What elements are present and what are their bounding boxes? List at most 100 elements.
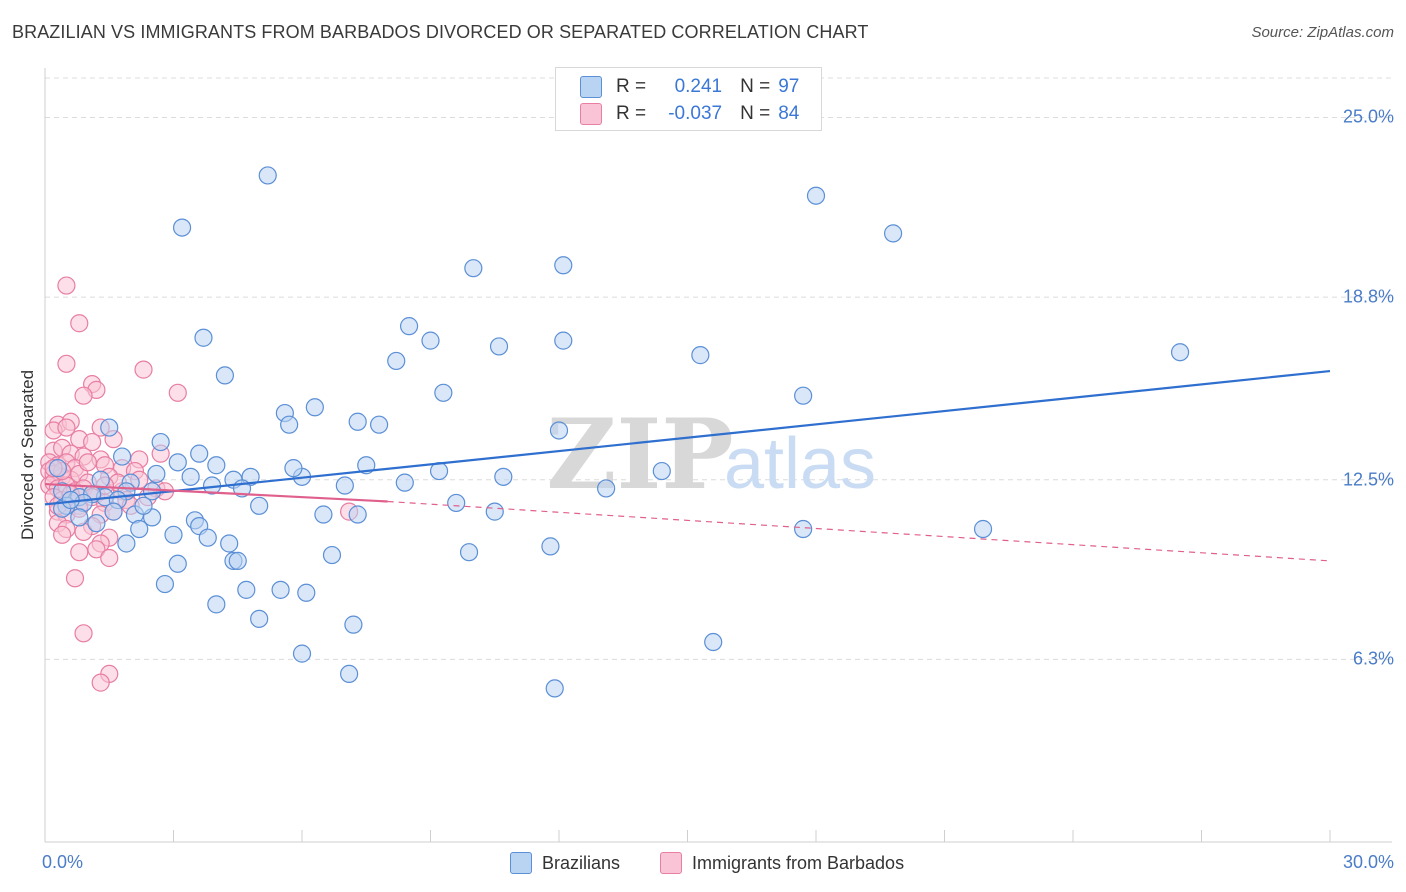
brazilian-point (215, 366, 234, 385)
legend-row-brazilians: R = 0.241 N = 97 (580, 75, 799, 99)
brazilian-point (100, 418, 119, 437)
brazilian-point (228, 551, 247, 570)
brazilian-point (447, 493, 466, 513)
barbados-point (74, 624, 93, 643)
brazilian-point (973, 519, 993, 539)
bottom-legend-swatch-blue (510, 852, 532, 874)
brazilian-point (704, 632, 723, 652)
brazilian-point (117, 534, 136, 553)
brazilian-point (421, 331, 440, 350)
brazilian-point (794, 519, 813, 539)
brazilian-point (194, 328, 213, 347)
bottom-legend-label: Immigrants from Barbados (692, 852, 905, 873)
y-tick-label: 12.5% (1342, 469, 1394, 490)
brazilian-point (691, 346, 710, 365)
watermark-zip: ZIP (546, 398, 733, 511)
legend-r-label: R = (616, 103, 647, 124)
barbados-point (70, 314, 89, 333)
brazilian-point (541, 537, 560, 556)
legend: R = 0.241 N = 97 R = -0.037 N = 84 (555, 67, 822, 131)
brazilian-point (322, 545, 342, 565)
brazilian-point (554, 331, 573, 350)
barbados-point (70, 543, 89, 562)
legend-n-label: N = (740, 76, 771, 97)
brazilian-point (87, 514, 106, 533)
brazilian-point (485, 502, 504, 521)
trendline-barbados (44, 482, 388, 503)
brazilian-point (387, 351, 406, 371)
brazilian-point (305, 398, 324, 417)
brazilian-point (164, 525, 183, 544)
brazilian-point (335, 476, 354, 495)
brazilian-point (168, 554, 187, 573)
brazilian-point (549, 421, 569, 440)
brazilian-point (237, 580, 256, 599)
brazilian-point (155, 574, 175, 594)
brazilian-point (220, 534, 239, 553)
brazilian-point (207, 595, 226, 614)
brazilian-point (104, 502, 123, 521)
legend-n-value: 84 (778, 103, 800, 124)
brazilian-point (340, 664, 359, 684)
brazilian-point (48, 459, 67, 478)
brazilian-point (190, 444, 209, 463)
barbados-point (57, 276, 76, 295)
brazilian-point (545, 679, 564, 698)
brazilian-point (258, 166, 277, 185)
brazilian-point (554, 256, 573, 275)
brazilian-point (794, 386, 813, 405)
legend-swatch-pink (580, 103, 602, 125)
legend-r-value: -0.037 (668, 103, 723, 124)
x-tick-label-min: 0.0% (42, 852, 84, 872)
brazilian-point (198, 528, 217, 547)
x-tick-label-max: 30.0% (1342, 852, 1394, 872)
barbados-point (91, 673, 110, 692)
brazilian-point (250, 496, 269, 515)
brazilian-point (597, 479, 616, 498)
brazilian-point (348, 505, 367, 524)
brazilian-point (147, 464, 166, 484)
brazilian-point (130, 519, 149, 539)
trendlines (44, 369, 1331, 562)
y-tick-label: 25.0% (1342, 106, 1394, 127)
barbados-point (83, 432, 102, 452)
brazilian-point (370, 415, 389, 434)
bottom-legend-barbados: Immigrants from Barbados (660, 852, 904, 874)
barbados-point (57, 354, 76, 373)
brazilian-point (172, 218, 192, 237)
barbados-point (74, 386, 93, 405)
brazilian-point (284, 459, 303, 478)
brazilian-point (297, 583, 316, 602)
brazilian-point (181, 467, 200, 486)
legend-r-label: R = (616, 76, 647, 97)
chart-title: BRAZILIAN VS IMMIGRANTS FROM BARBADOS DI… (12, 22, 869, 42)
brazilian-point (464, 259, 483, 278)
trendline-brazilians (44, 369, 1331, 506)
legend-r-value: 0.241 (674, 76, 723, 97)
trendline-barbados (387, 500, 1331, 562)
brazilian-point (70, 508, 89, 527)
brazilian-point (91, 470, 110, 489)
barbados-point (57, 418, 76, 437)
data-points (40, 166, 1190, 698)
brazilian-point (652, 461, 671, 481)
brazilian-point (1170, 343, 1190, 362)
watermark-atlas: atlas (724, 424, 876, 504)
barbados-point (87, 540, 106, 559)
brazilian-point (348, 412, 367, 431)
brazilian-point (207, 456, 226, 475)
barbados-point (78, 453, 97, 472)
brazilian-point (134, 496, 153, 515)
barbados-point (168, 383, 187, 402)
brazilian-point (806, 186, 826, 205)
brazilian-point (489, 337, 509, 356)
y-tick-label: 6.3% (1352, 648, 1394, 669)
legend-n-value: 97 (778, 76, 800, 97)
legend-row-barbados: R = -0.037 N = 84 (580, 102, 799, 126)
barbados-point (53, 525, 72, 544)
brazilian-point (112, 447, 132, 466)
barbados-point (134, 360, 153, 379)
brazilian-point (250, 609, 269, 628)
